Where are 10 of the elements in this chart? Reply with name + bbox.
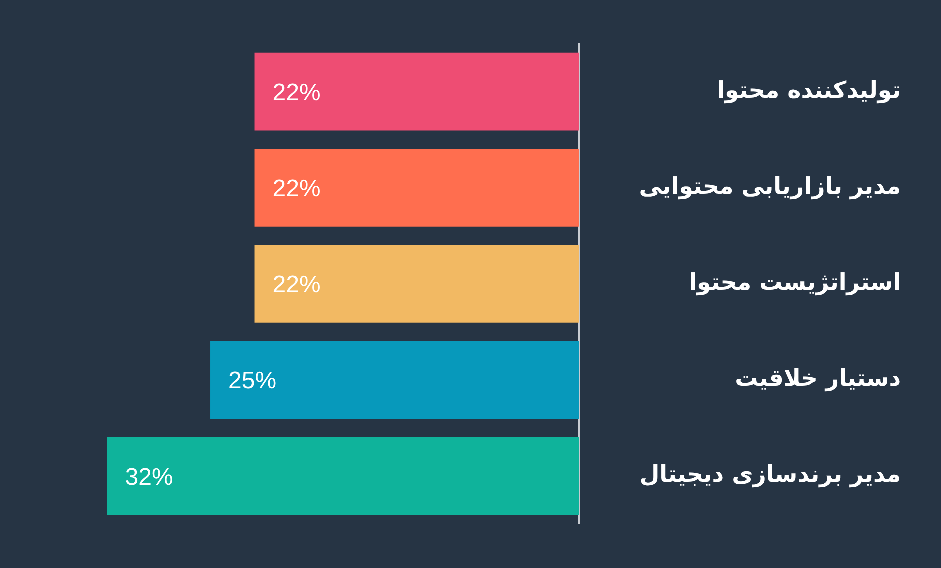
- y-tick-label: تولیدکننده محتوا: [717, 78, 901, 104]
- data-label: 22%: [272, 79, 321, 106]
- data-label: 22%: [272, 272, 321, 299]
- data-label: 22%: [272, 176, 321, 203]
- data-label: 32%: [125, 464, 174, 491]
- data-label: 25%: [228, 368, 277, 395]
- y-tick-label: دستیار خلاقیت: [735, 366, 902, 392]
- y-tick-label: استراتژیست محتوا: [689, 270, 901, 296]
- y-tick-label: مدیر برندسازی دیجیتال: [640, 462, 901, 488]
- y-tick-label: مدیر بازاریابی محتوایی: [639, 174, 901, 200]
